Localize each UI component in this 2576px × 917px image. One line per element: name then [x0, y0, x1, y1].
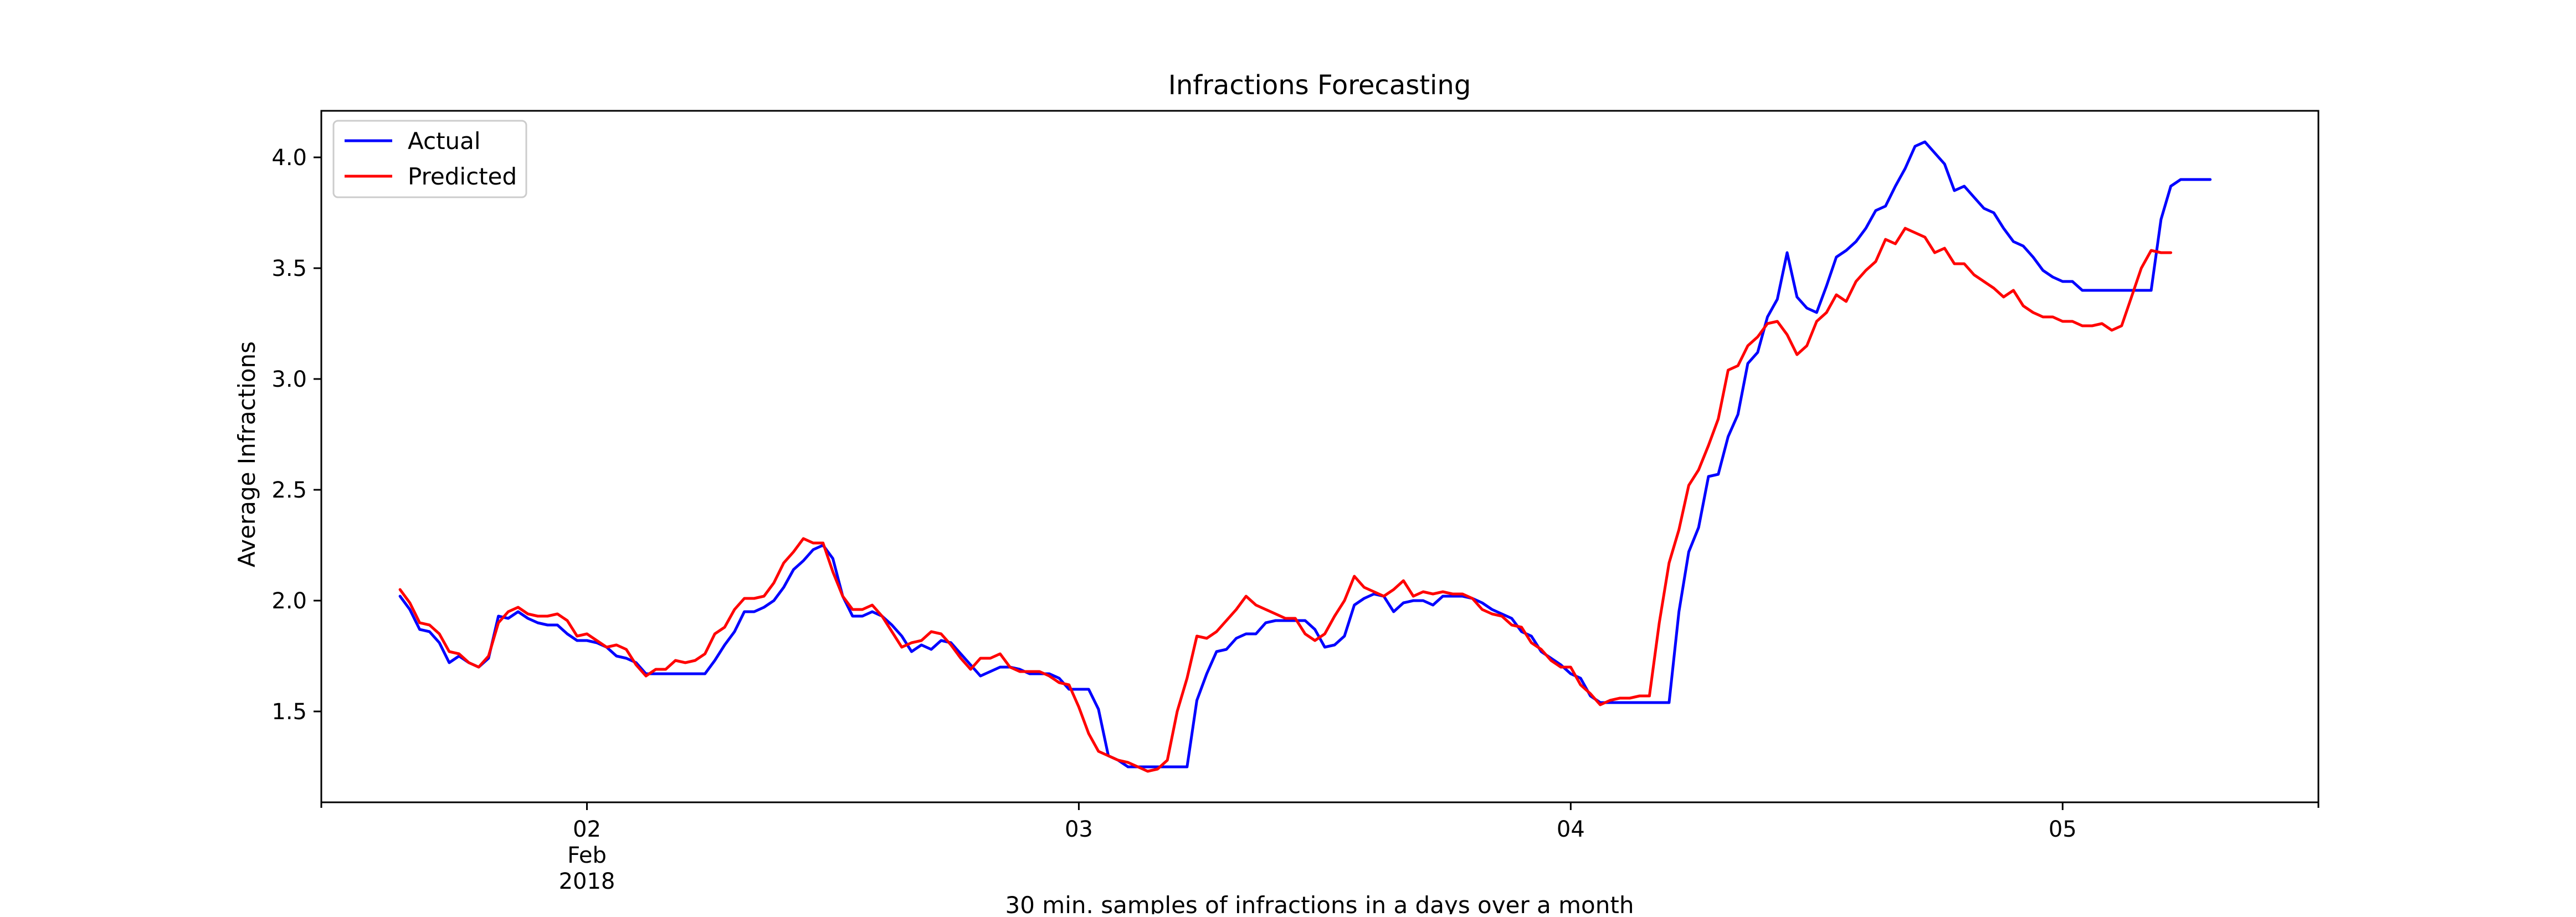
series-line-actual: [398, 140, 2212, 769]
legend: Actual Predicted: [332, 120, 527, 198]
series-layer: [398, 140, 2212, 773]
x-tick-sublabel: 2018: [559, 869, 615, 894]
x-tick-label: 03: [1065, 817, 1093, 842]
plot-frame: [320, 110, 2320, 803]
chart-title: Infractions Forecasting: [1168, 70, 1471, 101]
legend-label-predicted: Predicted: [408, 163, 517, 190]
y-tick-label: 2.0: [271, 588, 307, 614]
x-tick-sublabel: Feb: [567, 843, 607, 868]
y-tick-label: 4.0: [271, 145, 307, 171]
x-axis-label: 30 min. samples of infractions in a days…: [1005, 892, 1634, 914]
y-tick-label: 1.5: [271, 699, 307, 725]
y-axis-label: Average Infractions: [233, 341, 260, 567]
x-tick-label: 02: [573, 817, 601, 842]
x-tick-label: 04: [1557, 817, 1585, 842]
legend-label-actual: Actual: [408, 127, 481, 155]
y-tick-label: 3.5: [271, 256, 307, 281]
series-line-predicted: [398, 227, 2173, 773]
y-tick-label: 3.0: [271, 367, 307, 392]
x-tick-label: 05: [2049, 817, 2077, 842]
y-tick-label: 2.5: [271, 478, 307, 503]
